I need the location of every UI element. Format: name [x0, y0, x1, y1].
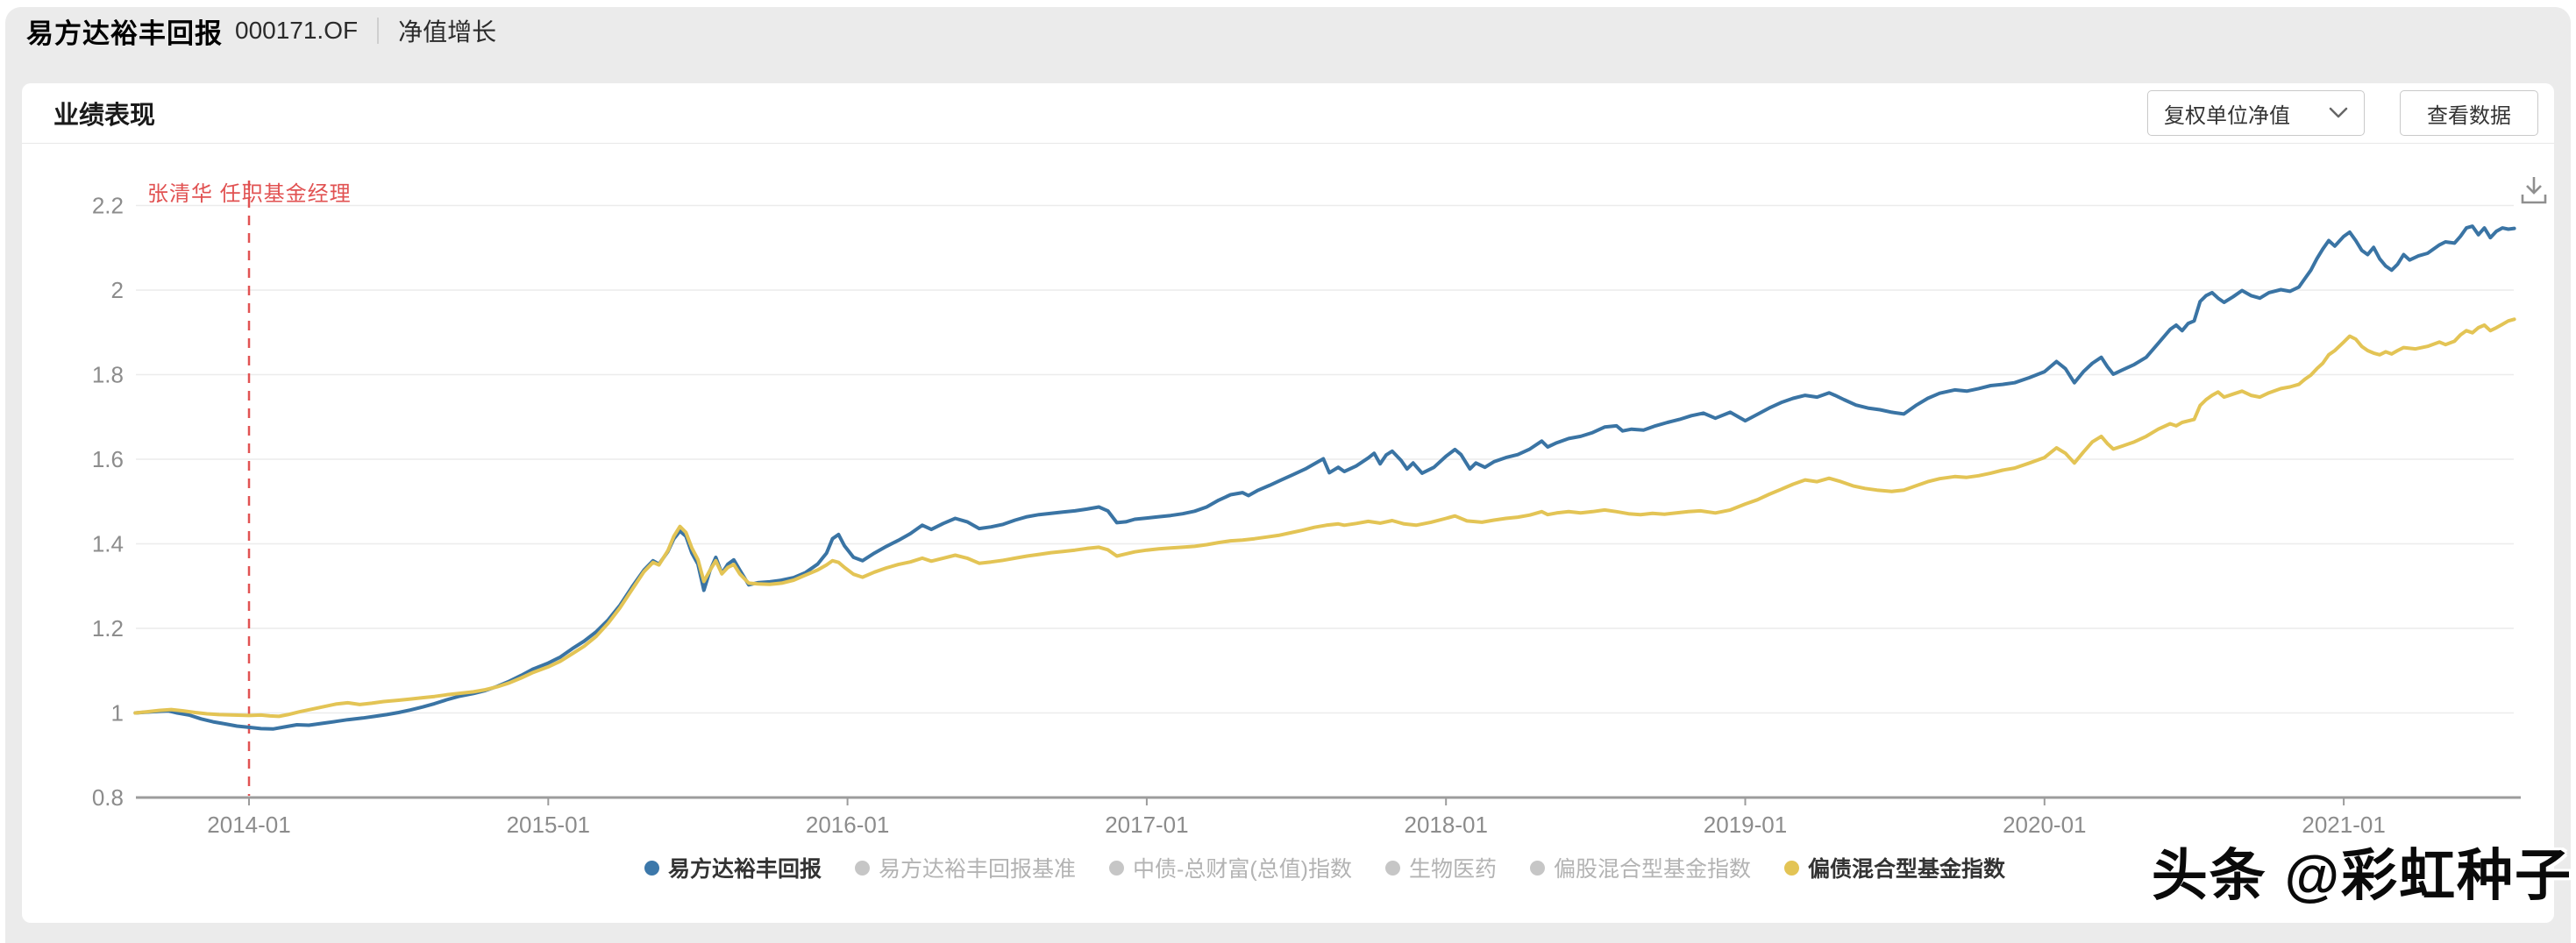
legend-item-4[interactable]: 偏股混合型基金指数: [1530, 852, 1751, 883]
header-controls: 复权单位净值 查看数据: [2147, 90, 2538, 136]
fund-code: 000171.OF: [235, 17, 359, 44]
metric-select-value: 复权单位净值: [2164, 103, 2290, 128]
performance-card: 业绩表现 复权单位净值 查看数据: [22, 83, 2554, 923]
nav-growth-label: 净值增长: [398, 18, 497, 46]
top-header: 易方达裕丰回报 000171.OF 净值增长: [26, 11, 496, 51]
legend-item-5[interactable]: 偏债混合型基金指数: [1784, 852, 2005, 883]
card-title: 业绩表现: [53, 102, 156, 130]
legend-dot-icon: [1530, 860, 1545, 876]
legend-label: 中债-总财富(总值)指数: [1133, 857, 1352, 882]
download-icon[interactable]: [2516, 174, 2551, 209]
chevron-down-icon: [2329, 107, 2348, 118]
legend-item-0[interactable]: 易方达裕丰回报: [644, 852, 822, 883]
legend-item-3[interactable]: 生物医药: [1384, 852, 1497, 883]
legend-dot-icon: [1384, 860, 1400, 876]
chart-legend: 易方达裕丰回报 易方达裕丰回报基准 中债-总财富(总值)指数 生物医药 偏股混合型基金指…: [136, 852, 2514, 883]
metric-select[interactable]: 复权单位净值: [2147, 90, 2365, 136]
watermark: 头条 @彩虹种子: [2151, 844, 2572, 907]
legend-label: 偏债混合型基金指数: [1808, 857, 2006, 882]
legend-dot-icon: [1784, 860, 1800, 876]
legend-dot-icon: [1109, 860, 1124, 876]
legend-dot-icon: [644, 860, 659, 876]
vertical-divider: [377, 18, 380, 44]
legend-dot-icon: [854, 860, 870, 876]
view-data-button[interactable]: 查看数据: [2400, 90, 2538, 136]
legend-label: 易方达裕丰回报基准: [878, 857, 1076, 882]
fund-name: 易方达裕丰回报: [26, 18, 223, 49]
legend-label: 生物医药: [1408, 857, 1497, 882]
card-header: 业绩表现 复权单位净值 查看数据: [22, 83, 2554, 144]
legend-label: 偏股混合型基金指数: [1554, 857, 1752, 882]
legend-item-1[interactable]: 易方达裕丰回报基准: [854, 852, 1076, 883]
legend-item-2[interactable]: 中债-总财富(总值)指数: [1109, 852, 1352, 883]
manager-annotation: 张清华 任职基金经理: [147, 182, 352, 206]
legend-label: 易方达裕丰回报: [667, 857, 822, 882]
view-data-label: 查看数据: [2427, 103, 2511, 128]
